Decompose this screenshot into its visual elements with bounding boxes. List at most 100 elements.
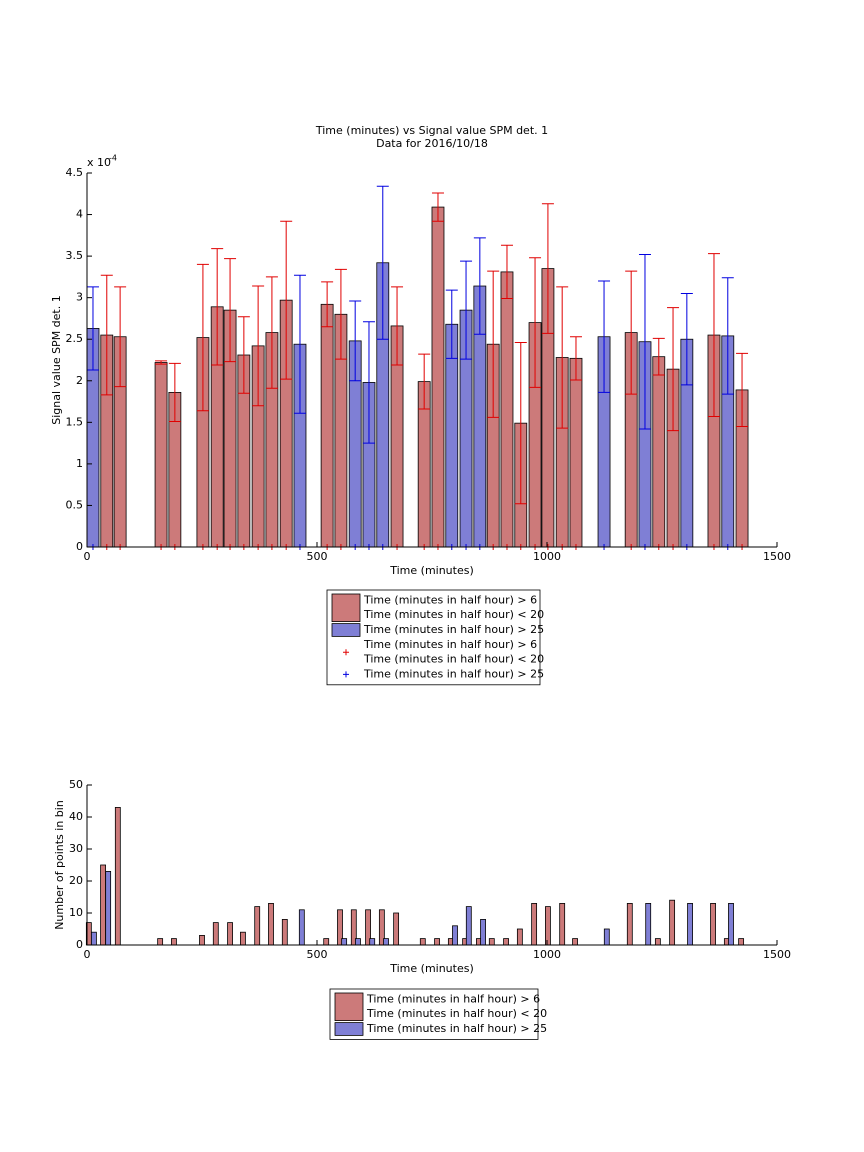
error-bar [431,192,444,222]
error-bar [349,300,362,382]
error-bar [707,253,720,418]
y-tick-label: 40 [69,810,83,823]
y-tick-label: 4 [76,208,83,221]
y-tick-label: 3 [76,291,83,304]
bar [488,938,495,946]
error-bar [362,321,375,444]
y-tick-label: 1.5 [66,415,84,428]
error-bar [114,286,127,388]
y-tick-label: 0.5 [66,498,84,511]
x-tick-label: 1500 [763,550,791,563]
error-bar [265,276,278,389]
bar [323,938,330,946]
legend-label: Time (minutes in half hour) > 6 [366,992,540,1005]
bar [603,928,610,946]
error-bar [667,307,680,432]
error-bar [196,263,209,412]
legend-label: Time (minutes in half hour) > 25 [363,623,544,636]
error-bar [541,203,554,334]
x-axis-label: Time (minutes) [389,564,474,577]
x-tick-label: 0 [84,948,91,961]
bar [503,938,509,946]
bar [452,925,458,946]
bar [171,938,177,946]
bar [199,935,205,946]
bar [240,931,246,946]
legend-label: Time (minutes in half hour) > 6 [363,638,537,651]
legend-swatch [334,992,364,1022]
error-bar [391,286,404,366]
legend-box [326,589,541,686]
bar [500,271,514,548]
legend-label: Time (minutes in half hour) > 6 [363,593,537,606]
y-axis-label: Number of points in bin [53,800,66,930]
x-tick-label: 1000 [533,948,561,961]
error-bar [155,360,168,365]
y-tick-label: 3.5 [66,249,84,262]
error-bar [569,336,582,381]
error-bar [321,281,334,328]
error-bar [168,362,181,423]
error-bar [86,286,99,371]
bar [369,938,376,946]
x-tick-label: 1000 [533,550,561,563]
error-bar [625,270,638,395]
error-bar [721,277,734,395]
bar [710,903,716,946]
error-bar [460,260,473,360]
bar [212,922,219,946]
y-tick-label: 20 [69,874,83,887]
error-bar [252,285,265,407]
error-bar [487,270,500,418]
bar [227,922,233,946]
legend-marker [343,649,349,656]
error-bar [514,342,527,505]
bar [431,206,445,548]
x-tick-label: 500 [307,550,328,563]
bar [100,864,106,946]
error-bar [652,337,665,376]
bar [652,356,666,548]
error-bar [529,257,542,388]
chart-subtitle: Data for 2016/10/18 [376,137,488,150]
bar [268,903,274,946]
error-bar [224,258,237,363]
legend-swatch [331,623,361,637]
bar [419,938,426,946]
y-tick-label: 2.5 [66,332,84,345]
error-bar [100,274,113,396]
error-bar [334,268,347,360]
error-bar [638,253,651,430]
bar [341,938,348,946]
bar [645,903,652,946]
legend-marker [343,671,349,678]
y-tick-label: 2 [76,374,83,387]
y-axis-label: Signal value SPM det. 1 [50,295,63,425]
bar [738,938,745,946]
bar [531,903,538,946]
legend-label: Time (minutes in half hour) > 25 [363,667,544,680]
legend-label: Time (minutes in half hour) < 20 [366,1007,547,1020]
bar [157,938,164,946]
bar [480,919,486,946]
legend-label: Time (minutes in half hour) < 20 [363,608,544,621]
error-bar [736,352,749,427]
y-tick-label: 0 [76,938,83,951]
error-bar [556,286,569,429]
legend-label: Time (minutes in half hour) > 25 [366,1022,547,1035]
bar [383,938,389,946]
x-tick-label: 0 [84,550,91,563]
bar [254,906,261,946]
error-bar [680,293,693,386]
bar [559,903,566,946]
bar [728,903,734,946]
bar [654,938,661,946]
error-bar [598,280,611,393]
bar [572,938,578,946]
bar [114,807,121,946]
chart-title: Time (minutes) vs Signal value SPM det. … [315,124,548,137]
bar [393,912,400,946]
legend-label: Time (minutes in half hour) < 20 [363,653,544,666]
x-axis-label: Time (minutes) [389,962,474,975]
y-tick-label: 1 [76,457,83,470]
